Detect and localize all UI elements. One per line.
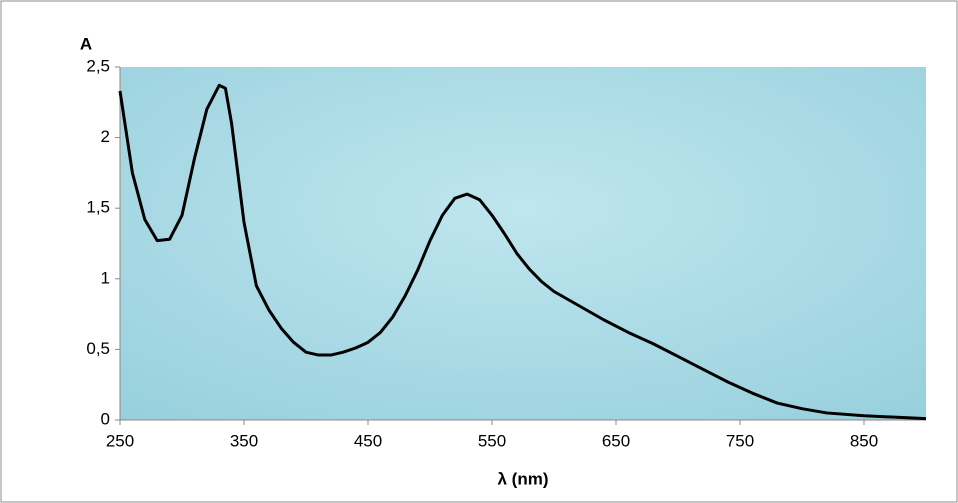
plot-area <box>120 67 926 420</box>
x-tick-label: 450 <box>354 431 382 450</box>
x-tick-label: 350 <box>230 431 258 450</box>
x-tick-label: 550 <box>478 431 506 450</box>
x-tick-label: 650 <box>602 431 630 450</box>
x-tick-label: 850 <box>850 431 878 450</box>
x-tick-label: 750 <box>726 431 754 450</box>
x-tick-label: 250 <box>106 431 134 450</box>
y-tick-label: 1,5 <box>86 198 110 217</box>
y-axis-label: A <box>80 34 92 53</box>
x-axis-label: λ (nm) <box>498 469 549 488</box>
y-tick-label: 1 <box>101 268 110 287</box>
line-series <box>118 83 927 421</box>
y-tick-label: 2,5 <box>86 56 110 75</box>
y-tick-label: 2 <box>101 127 110 146</box>
y-tick-label: 0,5 <box>86 339 110 358</box>
y-tick-label: 0 <box>101 409 110 428</box>
